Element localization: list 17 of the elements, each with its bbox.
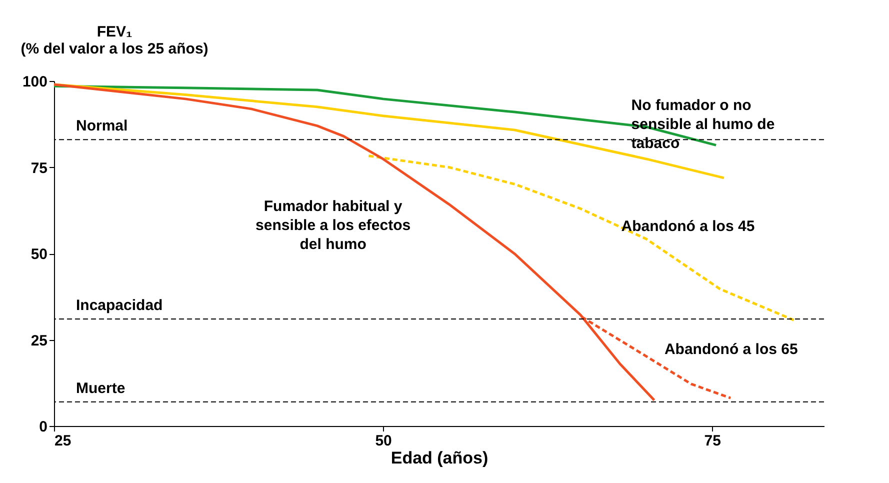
series-label: Abandonó a los 65: [664, 341, 798, 358]
ref-line-label: Incapacidad: [76, 297, 163, 314]
x-tick-label: 25: [54, 432, 72, 450]
y-tick-label: 100: [22, 74, 48, 90]
y-tick-label: 75: [30, 160, 48, 177]
x-axis-title: Edad (años): [390, 448, 488, 468]
series-label: Abandonó a los 45: [621, 218, 755, 236]
series-label: No fumador o no sensible al humo de tabaco: [631, 96, 775, 152]
x-tick-label: 50: [375, 432, 392, 450]
x-tick-label: 75: [704, 432, 721, 450]
y-tick-label: 50: [30, 246, 48, 263]
y-tick-label: 25: [30, 332, 48, 350]
ref-line-label: Normal: [76, 118, 128, 135]
chart-title: FEV₁ (% del valor a los 25 años): [20, 24, 208, 58]
y-tick-label: 0: [39, 418, 48, 436]
ref-line-label: Muerte: [76, 380, 126, 397]
series-label: Fumador habitual y sensible a los efectos del humo: [256, 198, 411, 253]
